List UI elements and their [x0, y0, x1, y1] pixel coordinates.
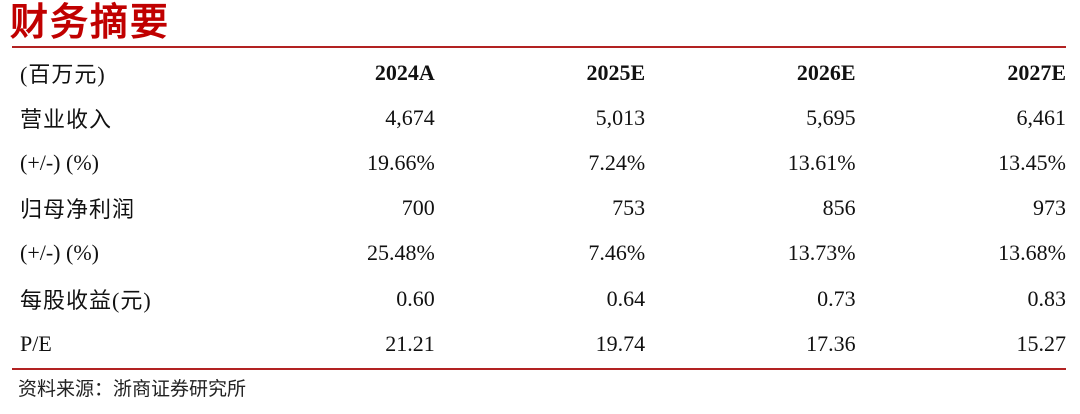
table-row: (+/-) (%) 25.48% 7.46% 13.73% 13.68% [12, 231, 1066, 276]
cell-value: 753 [612, 195, 646, 221]
page-title: 财务摘要 [10, 0, 171, 44]
header-year: 2024A [374, 59, 435, 85]
row-label: 营业收入 [20, 106, 113, 132]
cell-value: 17.36 [806, 330, 856, 356]
cell-value: 7.24% [588, 149, 646, 175]
header-unit: (百万元) [20, 61, 106, 87]
row-label: 每股收益(元) [20, 287, 152, 313]
cell-value: 5,013 [595, 104, 646, 130]
cell-value: 5,695 [806, 104, 856, 130]
row-label: 归母净利润 [20, 197, 136, 223]
header-year: 2027E [1007, 59, 1066, 85]
table-row: 归母净利润 700 753 856 973 [12, 186, 1066, 231]
table-row: 每股收益(元) 0.60 0.64 0.73 0.83 [12, 276, 1066, 321]
row-label: P/E [20, 330, 52, 356]
cell-value: 13.73% [787, 240, 856, 266]
financial-summary-table: (百万元) 2024A 2025E 2026E 2027E 营业收入 4,674… [12, 50, 1066, 366]
cell-value: 19.66% [366, 149, 435, 175]
cell-value: 13.61% [787, 149, 856, 175]
header-year: 2025E [586, 59, 646, 85]
cell-value: 6,461 [1016, 104, 1067, 130]
table-row: P/E 21.21 19.74 17.36 15.27 [12, 321, 1066, 366]
cell-value: 0.83 [1027, 285, 1067, 311]
table-header-row: (百万元) 2024A 2025E 2026E 2027E [12, 50, 1066, 95]
cell-value: 25.48% [366, 240, 435, 266]
bottom-divider [12, 368, 1066, 370]
row-label: (+/-) (%) [20, 240, 99, 266]
cell-value: 973 [1033, 195, 1066, 221]
cell-value: 0.73 [817, 285, 856, 311]
cell-value: 19.74 [595, 330, 646, 356]
table-row: 营业收入 4,674 5,013 5,695 6,461 [12, 95, 1066, 140]
cell-value: 13.45% [998, 149, 1066, 175]
cell-value: 15.27 [1016, 330, 1067, 356]
row-label: (+/-) (%) [20, 149, 99, 175]
top-divider [12, 46, 1066, 48]
cell-value: 21.21 [385, 330, 435, 356]
table-row: (+/-) (%) 19.66% 7.24% 13.61% 13.45% [12, 140, 1066, 185]
source-note: 资料来源：浙商证券研究所 [18, 378, 247, 400]
cell-value: 4,674 [385, 104, 435, 130]
header-year: 2026E [796, 59, 856, 85]
cell-value: 700 [401, 195, 435, 221]
cell-value: 0.60 [396, 285, 435, 311]
cell-value: 13.68% [998, 240, 1066, 266]
cell-value: 856 [822, 195, 856, 221]
cell-value: 0.64 [606, 285, 646, 311]
cell-value: 7.46% [588, 240, 646, 266]
